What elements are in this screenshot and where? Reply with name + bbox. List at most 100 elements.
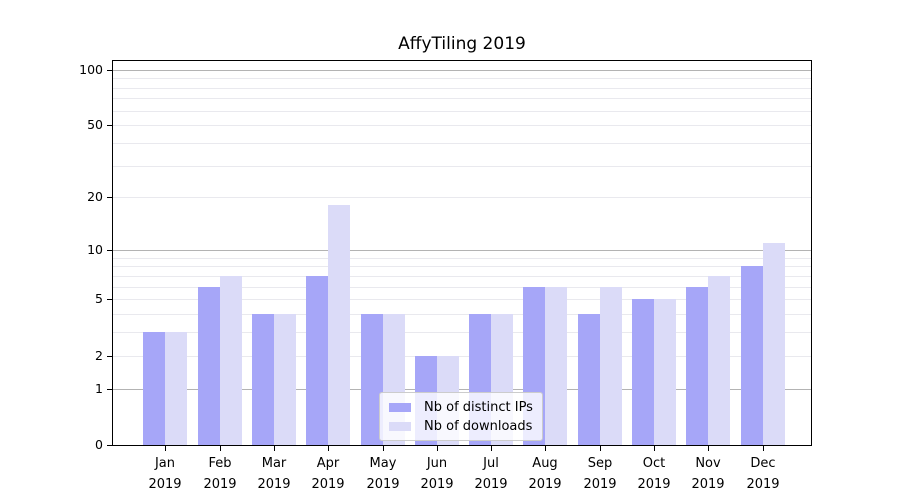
bar-distinct-ips-jan (143, 332, 165, 445)
year-label: 2019 (746, 477, 780, 492)
x-tick (219, 446, 221, 451)
y-minor-gridline (113, 87, 811, 89)
bar-distinct-ips-oct (632, 299, 654, 445)
y-minor-gridline (113, 257, 811, 259)
y-minor-gridline (113, 196, 811, 198)
y-tick (107, 196, 112, 198)
year-label: 2019 (528, 477, 562, 492)
x-tick-label-aug: Aug 2019 (517, 453, 573, 495)
year-label: 2019 (420, 477, 454, 492)
bar-downloads-sep (600, 287, 622, 445)
y-tick (107, 124, 112, 126)
y-tick-label-100: 100 (79, 62, 103, 77)
x-tick (544, 446, 546, 451)
y-tick-label-10: 10 (87, 242, 103, 257)
bar-downloads-dec (763, 243, 785, 445)
x-tick-label-apr: Apr 2019 (300, 453, 356, 495)
x-tick (327, 446, 329, 451)
y-major-gridline (113, 388, 811, 390)
month-label: Jul (483, 456, 499, 471)
bar-distinct-ips-feb (198, 287, 220, 445)
bar-distinct-ips-mar (252, 314, 274, 445)
bar-downloads-mar (274, 314, 296, 445)
y-minor-gridline (113, 97, 811, 99)
y-minor-gridline (113, 165, 811, 167)
x-tick (382, 446, 384, 451)
month-label: Sep (587, 456, 613, 471)
y-tick (107, 69, 112, 71)
legend-label-distinct-ips: Nb of distinct IPs (424, 399, 533, 415)
year-label: 2019 (583, 477, 617, 492)
x-tick (762, 446, 764, 451)
y-tick-label-20: 20 (87, 189, 103, 204)
month-label: Jan (154, 456, 176, 471)
year-label: 2019 (257, 477, 291, 492)
year-label: 2019 (637, 477, 671, 492)
x-tick (436, 446, 438, 451)
x-tick (707, 446, 709, 451)
legend-swatch-distinct-ips-icon (389, 402, 411, 412)
y-minor-gridline (113, 355, 811, 357)
chart-title: AffyTiling 2019 (398, 34, 526, 54)
month-label: Nov (695, 456, 721, 471)
y-major-gridline (113, 69, 811, 71)
month-label: Feb (208, 456, 232, 471)
y-minor-gridline (113, 265, 811, 267)
bar-distinct-ips-apr (306, 276, 328, 445)
legend-item-distinct-ips: Nb of distinct IPs (389, 398, 533, 416)
bar-distinct-ips-may (361, 314, 383, 445)
x-tick-label-jan: Jan 2019 (137, 453, 193, 495)
month-label: Mar (261, 456, 287, 471)
x-tick (164, 446, 166, 451)
x-tick (653, 446, 655, 451)
x-tick-label-oct: Oct 2019 (626, 453, 682, 495)
month-label: Oct (642, 456, 666, 471)
y-minor-gridline (113, 77, 811, 79)
year-label: 2019 (311, 477, 345, 492)
month-label: Aug (532, 456, 558, 471)
year-label: 2019 (366, 477, 400, 492)
month-label: May (369, 456, 397, 471)
y-tick-label-0: 0 (95, 437, 103, 452)
x-tick-label-may: May 2019 (355, 453, 411, 495)
bar-downloads-oct (654, 299, 676, 445)
legend-item-downloads: Nb of downloads (389, 417, 533, 435)
x-tick-label-dec: Dec 2019 (735, 453, 791, 495)
legend-swatch-downloads-icon (389, 421, 411, 431)
y-minor-gridline (113, 331, 811, 333)
year-label: 2019 (691, 477, 725, 492)
y-minor-gridline (113, 298, 811, 300)
y-tick (107, 249, 112, 251)
y-minor-gridline (113, 313, 811, 315)
bar-distinct-ips-nov (686, 287, 708, 445)
y-minor-gridline (113, 275, 811, 277)
y-tick-label-1: 1 (95, 381, 103, 396)
x-tick (273, 446, 275, 451)
y-major-gridline (113, 249, 811, 251)
y-tick (107, 298, 112, 300)
y-tick (107, 444, 112, 446)
legend: Nb of distinct IPs Nb of downloads (379, 392, 543, 441)
x-tick-label-sep: Sep 2019 (572, 453, 628, 495)
bar-downloads-jan (165, 332, 187, 445)
x-tick (599, 446, 601, 451)
y-tick-label-2: 2 (95, 348, 103, 363)
month-label: Jun (426, 456, 448, 471)
x-tick-label-nov: Nov 2019 (680, 453, 736, 495)
x-tick-label-mar: Mar 2019 (246, 453, 302, 495)
year-label: 2019 (148, 477, 182, 492)
month-label: Apr (316, 456, 340, 471)
legend-label-downloads: Nb of downloads (424, 418, 533, 434)
y-tick-label-5: 5 (95, 291, 103, 306)
y-tick-label-50: 50 (87, 117, 103, 132)
year-label: 2019 (474, 477, 508, 492)
y-minor-gridline (113, 142, 811, 144)
y-minor-gridline (113, 124, 811, 126)
bar-downloads-nov (708, 276, 730, 445)
x-tick-label-jul: Jul 2019 (463, 453, 519, 495)
y-minor-gridline (113, 286, 811, 288)
x-tick-label-feb: Feb 2019 (192, 453, 248, 495)
y-tick (107, 388, 112, 390)
bar-distinct-ips-dec (741, 266, 763, 445)
